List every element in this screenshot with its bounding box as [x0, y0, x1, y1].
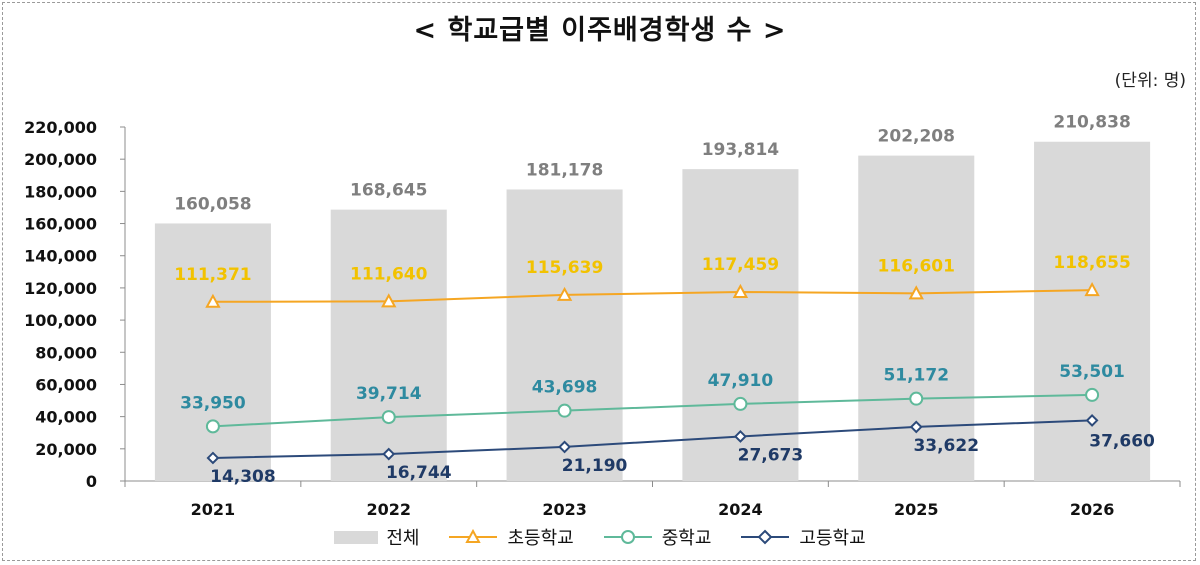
y-tick-label: 0 — [86, 472, 97, 491]
data-label-high: 27,673 — [738, 445, 804, 465]
data-label-middle: 47,910 — [708, 371, 774, 391]
bar-total — [506, 189, 623, 481]
bar-total — [330, 209, 447, 481]
data-label-middle: 53,501 — [1059, 362, 1125, 382]
bar-total — [682, 169, 799, 481]
y-tick-label: 140,000 — [24, 247, 97, 266]
data-label-middle: 43,698 — [532, 378, 598, 398]
marker-middle — [381, 410, 396, 425]
marker-elementary — [908, 285, 924, 300]
x-tick-label: 2021 — [191, 500, 236, 519]
marker-high — [382, 447, 396, 461]
legend-swatch-high — [741, 529, 790, 545]
data-label-elementary: 118,655 — [1053, 253, 1130, 273]
data-label-elementary: 115,639 — [526, 258, 603, 278]
data-label-total: 202,208 — [878, 127, 955, 147]
legend-label-total: 전체 — [386, 528, 420, 549]
legend-label-elementary: 초등학교 — [507, 528, 574, 549]
series-line-high — [212, 419, 1093, 459]
data-label-middle: 39,714 — [356, 384, 422, 404]
x-tick-label: 2025 — [894, 500, 939, 519]
legend-item-total: 전체 — [334, 524, 419, 550]
marker-middle — [733, 396, 748, 411]
marker-elementary — [381, 293, 397, 308]
marker-elementary — [1084, 281, 1100, 297]
y-tick-label: 60,000 — [35, 375, 97, 394]
marker-high — [206, 451, 220, 465]
data-label-total: 168,645 — [350, 181, 427, 201]
data-label-middle: 33,950 — [180, 393, 246, 413]
legend-item-middle: 중학교 — [602, 524, 712, 550]
marker-middle — [557, 403, 572, 418]
chart-title: < 학교급별 이주배경학생 수 > — [413, 15, 787, 46]
legend: 전체 초등학교 중학교 고등학교 — [0, 524, 1200, 550]
data-label-high: 37,660 — [1089, 431, 1155, 451]
y-tick-label: 220,000 — [24, 118, 97, 137]
x-tick-label: 2024 — [718, 500, 763, 519]
data-label-high: 21,190 — [562, 456, 628, 476]
data-label-total: 193,814 — [702, 140, 780, 160]
marker-high — [734, 430, 747, 443]
y-tick-label: 200,000 — [24, 150, 97, 169]
x-tick-label: 2026 — [1070, 500, 1115, 519]
bar-total — [154, 223, 271, 481]
marker-middle — [1085, 387, 1100, 402]
y-tick-label: 80,000 — [35, 343, 97, 362]
data-label-total: 160,058 — [174, 194, 251, 214]
legend-label-middle: 중학교 — [661, 528, 712, 549]
data-label-high: 33,622 — [913, 436, 979, 456]
y-tick-label: 40,000 — [35, 408, 97, 427]
legend-swatch-elementary — [449, 529, 498, 543]
y-tick-label: 120,000 — [24, 279, 97, 298]
y-tick-label: 100,000 — [24, 311, 97, 330]
marker-high — [558, 440, 571, 454]
chart-svg: 0 20,000 40,000 60,000 80,000 100,000 120,000 1… — [24, 113, 1181, 519]
series-line-elementary — [212, 289, 1093, 303]
data-label-total: 181,178 — [526, 160, 603, 180]
marker-middle — [205, 419, 220, 434]
y-tick-label: 20,000 — [35, 440, 97, 459]
data-label-total: 210,838 — [1053, 113, 1130, 133]
x-tick-label: 2023 — [542, 500, 587, 519]
marker-elementary — [205, 293, 221, 308]
x-tick-label: 2022 — [366, 500, 411, 519]
legend-label-high: 고등학교 — [799, 528, 866, 549]
legend-swatch-middle — [603, 530, 652, 544]
marker-high — [909, 420, 923, 434]
legend-item-elementary: 초등학교 — [447, 524, 574, 550]
data-label-elementary: 111,640 — [350, 264, 428, 284]
y-tick-label: 180,000 — [24, 182, 97, 201]
marker-middle — [909, 391, 924, 406]
bar-total — [1034, 141, 1151, 481]
data-label-high: 14,308 — [210, 467, 276, 487]
y-tick-label: 160,000 — [24, 215, 97, 234]
data-label-elementary: 117,459 — [702, 255, 779, 275]
legend-swatch-total — [334, 530, 379, 544]
data-label-elementary: 111,371 — [174, 265, 251, 285]
marker-elementary — [732, 283, 749, 298]
data-label-high: 16,744 — [386, 463, 452, 483]
data-label-middle: 51,172 — [883, 366, 949, 386]
marker-elementary — [556, 286, 573, 301]
unit-label: (단위: 명) — [1114, 71, 1186, 91]
series-line-middle — [212, 393, 1093, 428]
marker-high — [1085, 413, 1099, 427]
legend-item-high: 고등학교 — [739, 524, 866, 550]
data-label-elementary: 116,601 — [878, 256, 955, 276]
